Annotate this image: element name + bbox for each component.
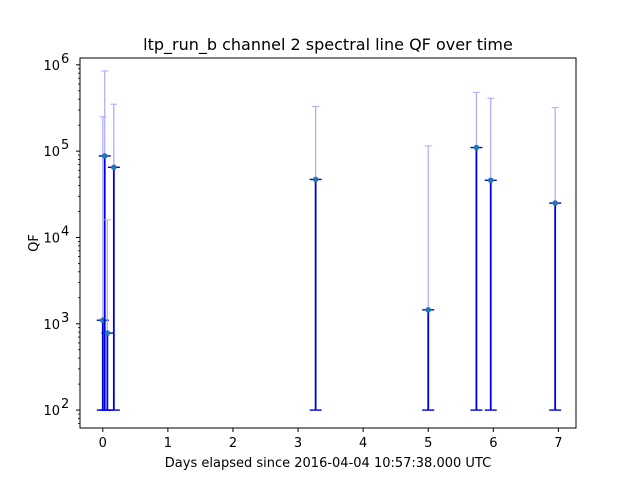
y-tick-label: 10 <box>43 59 60 74</box>
data-point <box>473 144 480 151</box>
y-tick-exponent: 4 <box>61 224 69 239</box>
x-tick-label: 0 <box>99 436 107 451</box>
data-point <box>101 153 108 159</box>
x-tick-label: 2 <box>229 436 237 451</box>
y-tick-exponent: 5 <box>61 138 69 153</box>
y-tick-exponent: 2 <box>61 397 69 412</box>
x-tick-label: 4 <box>359 436 367 451</box>
data-point <box>111 164 117 171</box>
data-point <box>425 307 432 313</box>
chart-title: ltp_run_b channel 2 spectral line QF ove… <box>143 35 513 55</box>
y-tick-label: 10 <box>43 145 60 160</box>
data-layer <box>96 70 562 411</box>
y-tick-label: 10 <box>43 404 60 419</box>
data-point <box>552 200 558 206</box>
data-point <box>104 330 111 336</box>
x-tick-label: 1 <box>164 436 172 451</box>
y-tick-exponent: 3 <box>61 311 69 326</box>
plot-frame <box>79 57 577 429</box>
data-point <box>312 176 319 183</box>
data-point <box>487 177 494 184</box>
y-tick-label: 10 <box>43 231 60 246</box>
x-axis-label: Days elapsed since 2016-04-04 10:57:38.0… <box>165 456 491 471</box>
x-tick-label: 3 <box>294 436 302 451</box>
y-axis-label: QF <box>27 234 42 252</box>
x-tick-label: 5 <box>424 436 432 451</box>
y-tick-label: 10 <box>43 318 60 333</box>
x-tick-label: 6 <box>489 436 497 451</box>
plot-area <box>80 58 576 428</box>
y-tick-exponent: 6 <box>61 52 69 67</box>
x-tick-label: 7 <box>554 436 562 451</box>
